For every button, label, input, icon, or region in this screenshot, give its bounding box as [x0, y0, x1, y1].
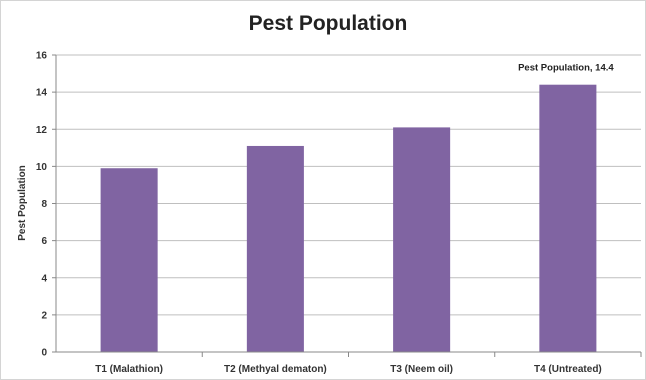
x-tick-label: T3 (Neem oil) [390, 364, 453, 375]
y-tick-label: 8 [41, 199, 47, 210]
y-tick-label: 6 [41, 236, 47, 247]
y-axis-label: Pest Population [17, 165, 28, 241]
y-tick-label: 16 [36, 51, 48, 62]
y-tick-label: 10 [36, 162, 48, 173]
y-tick-label: 12 [36, 125, 48, 136]
axes [52, 54, 642, 357]
bar [246, 145, 304, 352]
bars [100, 84, 597, 352]
chart-title: Pest Population [249, 12, 408, 35]
x-tick-label: T1 (Malathion) [95, 364, 163, 375]
y-tick-label: 2 [41, 310, 47, 321]
labels: 0 2 4 6 8 10 12 14 16 T1 (Malathion) T2 (Methyal d… [36, 51, 614, 376]
x-tick-label: T2 (Methyal dematon) [224, 364, 327, 375]
bar [539, 84, 597, 352]
data-label: Pest Population, 14.4 [518, 63, 614, 74]
y-tick-label: 0 [41, 348, 47, 359]
bar [100, 168, 158, 352]
bar [393, 127, 451, 352]
y-tick-label: 14 [36, 88, 48, 99]
y-tick-label: 4 [41, 273, 47, 284]
x-tick-label: T4 (Untreated) [534, 364, 602, 375]
